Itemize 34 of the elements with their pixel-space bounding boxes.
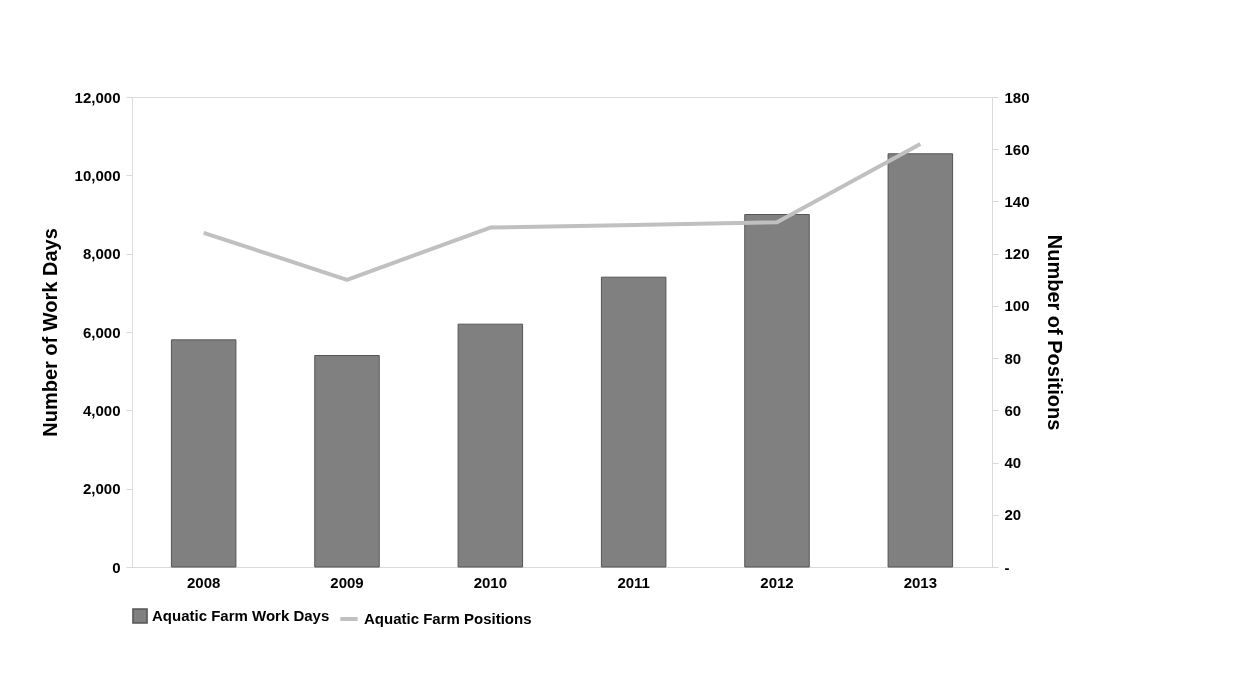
y2-tick-label: 100 bbox=[1004, 297, 1030, 315]
y2-tick-label: - bbox=[1004, 558, 1010, 576]
x-tick-label: 2011 bbox=[617, 573, 650, 591]
y2-tick-label: 20 bbox=[1004, 506, 1022, 524]
y2-tick-label: 120 bbox=[1004, 245, 1030, 263]
y-tick-label: 4,000 bbox=[82, 401, 121, 419]
legend-label: Aquatic Farm Work Days bbox=[152, 607, 330, 624]
y2-tick-label: 60 bbox=[1004, 401, 1022, 419]
y2-tick-label: 80 bbox=[1004, 349, 1022, 367]
y2-tick-label: 140 bbox=[1004, 192, 1030, 210]
y-tick-label: 0 bbox=[112, 558, 121, 576]
bar bbox=[744, 214, 810, 568]
x-tick-label: 2012 bbox=[760, 573, 794, 591]
x-tick-label: 2013 bbox=[903, 573, 938, 591]
bar bbox=[600, 276, 667, 568]
x-tick-label: 2010 bbox=[473, 573, 508, 591]
bar bbox=[314, 355, 380, 568]
x-tick-label: 2008 bbox=[186, 573, 221, 591]
y2-axis-title: Number of Positions bbox=[1043, 234, 1066, 431]
line-series bbox=[201, 142, 923, 282]
y-tick-label: 12,000 bbox=[74, 88, 121, 106]
bar bbox=[887, 153, 954, 568]
y2-tick-label: 180 bbox=[1004, 88, 1030, 106]
legend-label: Aquatic Farm Positions bbox=[364, 610, 532, 627]
y2-tick-label: 160 bbox=[1004, 140, 1030, 158]
x-tick-label: 2009 bbox=[330, 573, 364, 591]
bar bbox=[457, 323, 524, 568]
y-axis-title: Number of Work Days bbox=[38, 228, 61, 437]
y2-tick-label: 40 bbox=[1004, 454, 1022, 472]
y-tick-label: 10,000 bbox=[74, 166, 121, 184]
y-tick-label: 2,000 bbox=[82, 480, 121, 498]
bar bbox=[170, 339, 237, 568]
y-tick-label: 6,000 bbox=[82, 323, 121, 341]
y-tick-label: 8,000 bbox=[82, 245, 121, 263]
